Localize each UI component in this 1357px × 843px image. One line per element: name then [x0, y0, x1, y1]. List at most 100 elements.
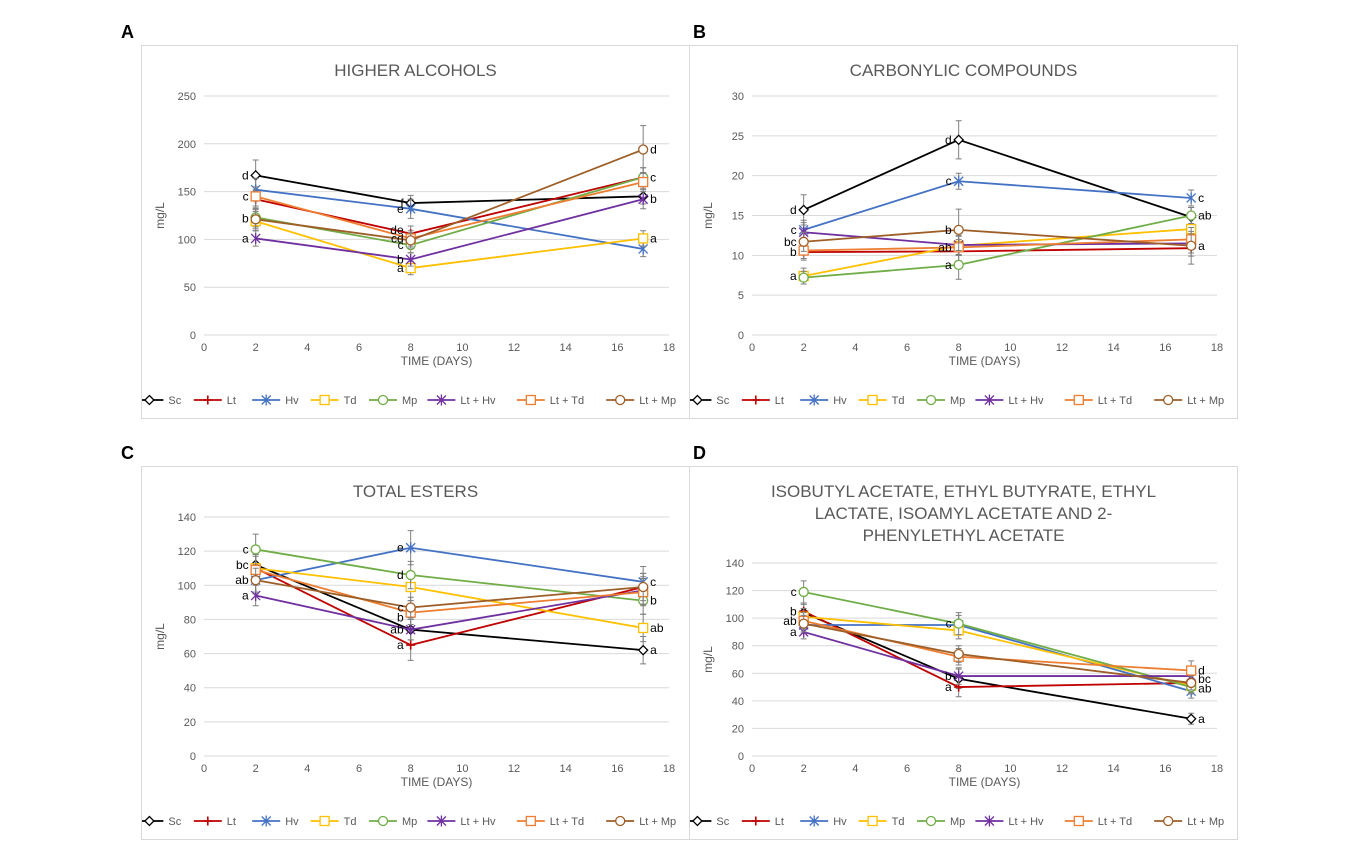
data-point-lt-plus-mp — [250, 575, 261, 586]
significance-label: a — [945, 680, 952, 694]
significance-label: f — [400, 196, 404, 210]
series-td — [250, 211, 649, 276]
legend-item-lt-plus-hv: Lt + Hv — [975, 394, 1044, 407]
y-tick-label: 0 — [190, 330, 196, 342]
legend-label: Lt + Hv — [460, 816, 496, 828]
chart-title-line: HIGHER ALCOHOLS — [334, 61, 497, 80]
y-tick-label: 0 — [190, 751, 196, 763]
significance-label: a — [945, 258, 952, 272]
series-hv — [798, 172, 1197, 240]
series-lt-plus-mp — [250, 567, 649, 619]
legend-label: Lt — [227, 816, 236, 828]
x-tick-label: 0 — [749, 342, 755, 354]
legend-label: Td — [344, 816, 357, 828]
y-axis-label: mg/L — [153, 202, 167, 229]
legend-item-lt-plus-mp: Lt + Mp — [1154, 394, 1224, 407]
x-tick-label: 2 — [253, 342, 259, 354]
legend-marker — [867, 815, 878, 827]
significance-label: ab — [650, 621, 664, 635]
data-point-hv — [1186, 192, 1197, 204]
legend-item-lt-plus-td: Lt + Td — [516, 394, 584, 407]
y-tick-label: 60 — [184, 649, 196, 661]
y-tick-label: 80 — [184, 614, 196, 626]
data-point-mp — [953, 259, 964, 271]
legend-item-sc: Sc — [142, 815, 182, 828]
significance-label: a — [1198, 239, 1205, 253]
significance-label: bc — [1198, 672, 1211, 686]
y-tick-label: 0 — [738, 751, 744, 763]
significance-label: a — [650, 231, 657, 245]
legend-marker — [1073, 394, 1084, 406]
significance-label: e — [397, 202, 404, 216]
x-axis-label: TIME (DAYS) — [401, 354, 473, 368]
legend-marker — [1073, 815, 1084, 827]
legend-label: Td — [892, 816, 905, 828]
x-tick-label: 2 — [801, 342, 807, 354]
legend-item-hv: Hv — [252, 394, 299, 407]
x-tick-label: 6 — [904, 342, 910, 354]
significance-label: b — [397, 252, 404, 266]
x-tick-label: 2 — [801, 763, 807, 775]
significance-label: a — [1198, 712, 1205, 726]
x-tick-label: 6 — [356, 342, 362, 354]
data-point-lt-plus-td — [638, 176, 649, 188]
data-point-lt-plus-mp — [250, 214, 261, 225]
data-point-lt-plus-mp — [1186, 240, 1197, 251]
series-line-sc — [255, 174, 644, 204]
significance-label: c — [791, 585, 797, 599]
legend-label: Hv — [285, 816, 299, 828]
chart-title-line: ISOBUTYL ACETATE, ETHYL BUTYRATE, ETHYL — [770, 482, 1157, 501]
data-point-hv — [953, 175, 964, 187]
data-point-lt-plus-hv — [405, 253, 416, 265]
x-tick-label: 12 — [508, 342, 520, 354]
significance-label: b — [397, 611, 404, 625]
series-line-hv — [255, 546, 644, 583]
y-tick-label: 200 — [178, 139, 196, 151]
x-tick-label: 6 — [904, 763, 910, 775]
series-lt — [799, 602, 1196, 698]
legend-marker — [809, 394, 820, 406]
legend-label: Sc — [716, 816, 729, 828]
legend: Sc Lt Hv Td Mp Lt + Hv Lt + Td Lt + Mp — [690, 394, 1224, 407]
significance-label: ab — [938, 240, 952, 254]
x-tick-label: 14 — [560, 763, 572, 775]
legend-marker — [984, 394, 995, 406]
significance-label: d — [397, 568, 404, 582]
series-line-hv — [803, 180, 1192, 231]
series-sc — [798, 120, 1197, 228]
significance-label: c — [243, 542, 249, 556]
y-axis-label: mg/L — [153, 623, 167, 650]
chart-title: HIGHER ALCOHOLS — [142, 60, 689, 82]
legend-marker — [615, 815, 626, 827]
legend-label: Mp — [950, 816, 965, 828]
significance-label: cd — [391, 231, 404, 245]
legend-marker — [1163, 394, 1174, 406]
x-tick-label: 4 — [304, 763, 310, 775]
series-td — [250, 554, 649, 643]
legend-label: Lt + Hv — [460, 395, 496, 407]
significance-label: b — [650, 192, 657, 206]
significance-label: ab — [1198, 209, 1212, 223]
x-tick-label: 14 — [1108, 763, 1120, 775]
legend-marker — [143, 815, 155, 827]
legend-item-hv: Hv — [800, 815, 847, 828]
data-point-lt-plus-mp — [405, 235, 416, 246]
legend-item-lt-plus-td: Lt + Td — [1064, 394, 1132, 407]
series-td — [798, 607, 1197, 694]
x-tick-label: 8 — [956, 342, 962, 354]
panel-letter-c: C — [121, 443, 134, 463]
y-tick-label: 30 — [732, 91, 744, 103]
x-tick-label: 12 — [508, 763, 520, 775]
legend-marker — [984, 815, 995, 827]
panel-letter-a: A — [121, 22, 134, 42]
significance-label: b — [790, 604, 797, 618]
data-point-lt-plus-td — [250, 191, 261, 202]
y-tick-label: 60 — [732, 668, 744, 680]
legend-item-lt-plus-mp: Lt + Mp — [1154, 815, 1224, 828]
legend-item-lt: Lt — [193, 816, 236, 828]
chart-panel-acetates: ISOBUTYL ACETATE, ETHYL BUTYRATE, ETHYL L… — [689, 466, 1238, 840]
y-tick-label: 50 — [184, 282, 196, 294]
chart-panel-total-esters: TOTAL ESTERS 0 20 40 60 80 100 120 140 0 2 4 6 8 10 12 1… — [141, 466, 690, 840]
series-lt-plus-td — [250, 171, 649, 247]
y-tick-label: 120 — [178, 546, 196, 558]
